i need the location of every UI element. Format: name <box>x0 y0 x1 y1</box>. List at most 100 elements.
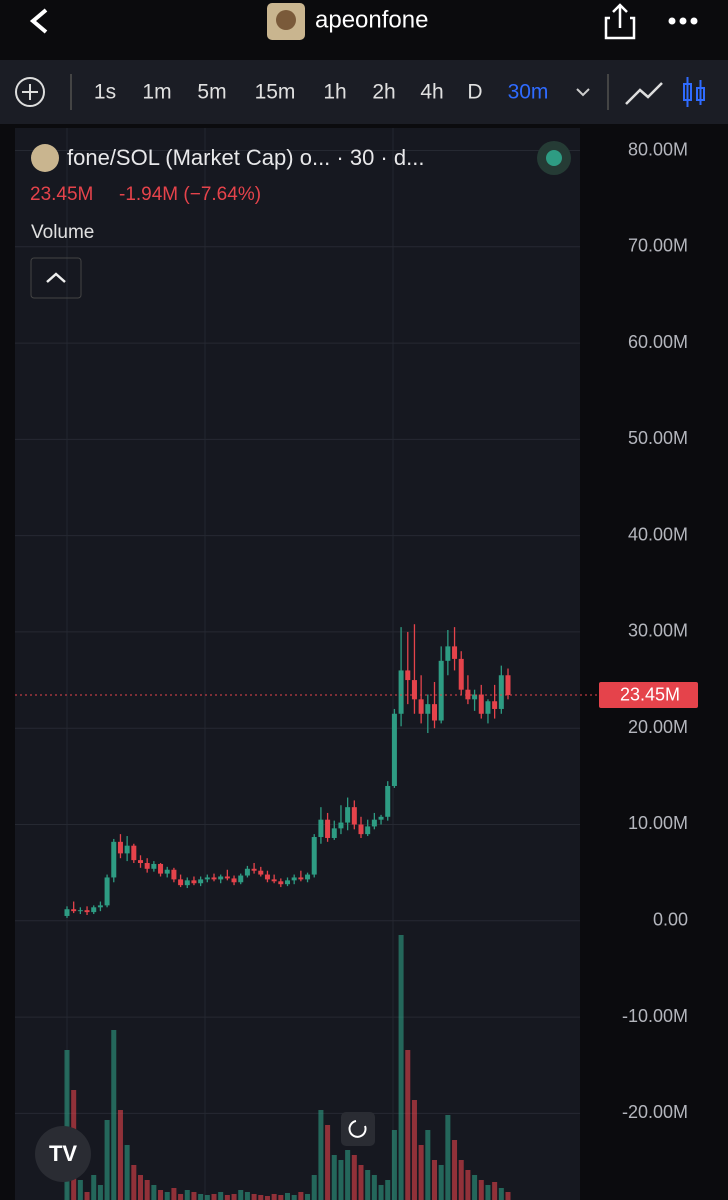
volume-bar <box>405 1050 411 1200</box>
candle-body <box>244 868 250 876</box>
volume-bar <box>458 1160 464 1200</box>
toolbar: 1s 1m 5m 15m 1h 2h 4h D 30m <box>0 60 728 124</box>
volume-bar <box>198 1194 204 1200</box>
candle-chart-button[interactable] <box>683 77 705 107</box>
tv-logo-text: TV <box>49 1141 77 1166</box>
candle-body <box>298 877 304 880</box>
volume-bar <box>191 1192 197 1200</box>
candle-body <box>178 879 184 886</box>
candle-body <box>411 680 417 700</box>
interval-button[interactable]: 1h <box>323 81 346 104</box>
candle-body <box>418 699 424 714</box>
candle-body <box>351 807 357 825</box>
volume-bar <box>325 1125 331 1200</box>
volume-bar <box>238 1190 244 1200</box>
volume-bar <box>431 1160 438 1200</box>
candle-body <box>385 785 391 817</box>
candle-body <box>431 704 438 721</box>
chart: 80.00M 70.00M 60.00M 50.00M 40.00M 30.00M 20.0… <box>0 124 728 1200</box>
y-tick-label: 40.00M <box>628 524 688 544</box>
candle-body <box>371 819 377 827</box>
volume-bar <box>331 1155 337 1200</box>
volume-bar <box>111 1030 117 1200</box>
share-button[interactable] <box>604 3 636 40</box>
interval-button[interactable]: 1s <box>94 81 116 104</box>
change: -1.94M (−7.64%) <box>119 184 261 205</box>
add-button[interactable] <box>15 77 45 107</box>
interval-button[interactable]: 15m <box>255 81 296 104</box>
interval-button[interactable]: 5m <box>197 81 226 104</box>
volume-bar <box>104 1120 110 1200</box>
header: apeonfone <box>0 0 728 60</box>
tv-logo[interactable] <box>35 1126 91 1182</box>
volume-bar <box>64 1050 70 1200</box>
volume-bar <box>398 935 404 1200</box>
y-tick-label: 50.00M <box>628 428 688 448</box>
volume-bar <box>318 1110 324 1200</box>
volume-bar <box>472 1175 478 1200</box>
title: apeonfone <box>315 6 428 33</box>
volume-bar <box>271 1194 277 1200</box>
candle-body <box>191 880 197 884</box>
candle-body <box>452 646 458 659</box>
candle-body <box>131 845 137 861</box>
volume-bar <box>425 1130 431 1200</box>
volume-bar <box>224 1195 230 1200</box>
candle-body <box>64 909 70 916</box>
interval-button[interactable]: 4h <box>420 81 443 104</box>
collapse-button[interactable] <box>30 257 82 299</box>
volume-bar <box>365 1170 371 1200</box>
candle-body <box>224 876 230 879</box>
volume-bar <box>505 1192 511 1200</box>
interval-dropdown[interactable] <box>576 88 590 97</box>
candle-body <box>438 660 444 721</box>
avatar-art <box>276 10 296 30</box>
candle-body <box>398 670 404 714</box>
y-tick-label: 70.00M <box>628 236 688 256</box>
candle-body <box>492 701 498 709</box>
volume-bar <box>77 1180 83 1200</box>
volume-bar <box>231 1194 237 1200</box>
interval-button[interactable]: 1m <box>142 81 171 104</box>
interval-button[interactable]: 30m <box>508 81 549 104</box>
interval-button[interactable]: D <box>467 81 482 104</box>
candle-body <box>204 877 210 880</box>
interval-button[interactable]: 2h <box>372 81 395 104</box>
candle-body <box>278 881 284 885</box>
candle-body <box>258 870 264 875</box>
volume-bar <box>338 1160 344 1200</box>
candle-body <box>151 863 157 869</box>
candle-body <box>264 874 270 880</box>
last-price-label: 23.45M <box>620 685 680 705</box>
volume-bar <box>492 1182 498 1200</box>
back-button[interactable] <box>29 8 48 34</box>
line-chart-button[interactable] <box>625 82 663 105</box>
candle-body <box>485 701 491 714</box>
volume-bar <box>244 1192 250 1200</box>
candle-body <box>425 704 431 714</box>
volume-bar <box>171 1188 177 1200</box>
y-tick-label: 10.00M <box>628 813 688 833</box>
volume-bar <box>97 1185 103 1200</box>
candle-body <box>498 675 504 709</box>
volume-bar <box>91 1175 97 1200</box>
candle-body <box>251 868 257 871</box>
volume-bar <box>478 1180 484 1200</box>
candle-body <box>198 879 204 884</box>
volume-bar <box>385 1180 391 1200</box>
candle-body <box>291 877 297 881</box>
candle-body <box>104 877 110 906</box>
candle-body <box>305 874 311 880</box>
volume-bar <box>345 1150 351 1200</box>
reset-button[interactable] <box>341 1112 375 1146</box>
candle-body <box>117 841 123 854</box>
candle-body <box>111 841 117 878</box>
volume-bar <box>418 1145 424 1200</box>
volume-bar <box>158 1190 164 1200</box>
y-tick-label: -10.00M <box>622 1006 688 1026</box>
candle-body <box>211 877 217 880</box>
y-tick-label: 60.00M <box>628 332 688 352</box>
more-button[interactable] <box>668 17 698 25</box>
candle-body <box>171 869 177 880</box>
